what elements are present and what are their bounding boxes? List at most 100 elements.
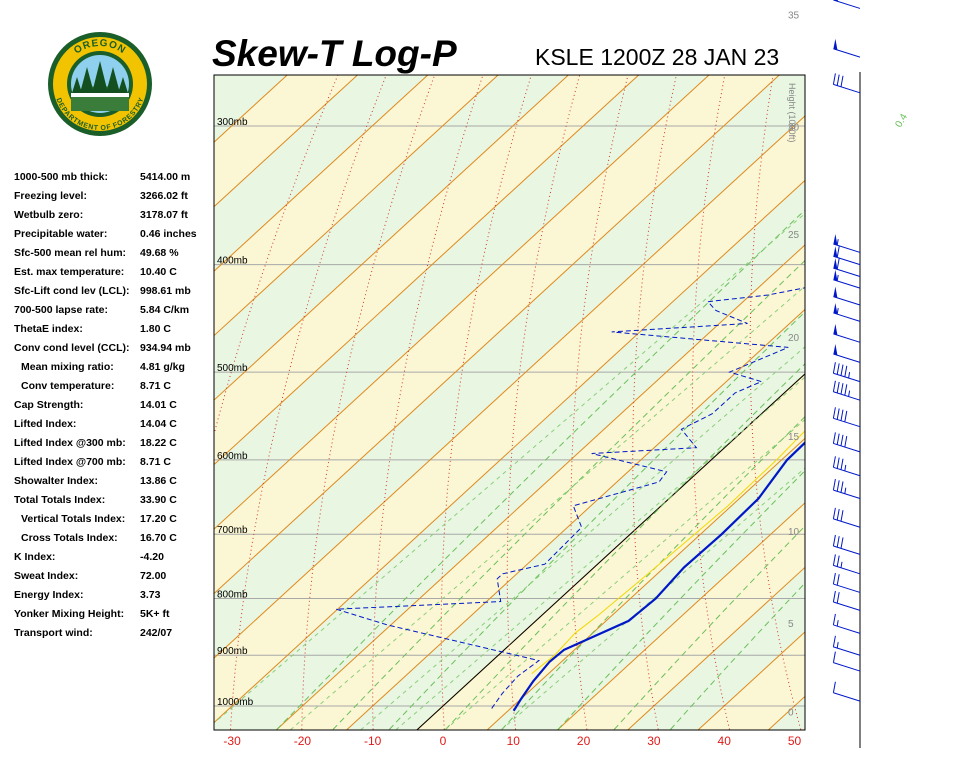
dry-adiabat-line bbox=[372, 75, 484, 730]
pressure-label: 400mb bbox=[217, 256, 248, 267]
mixing-ratio-line bbox=[395, 376, 805, 730]
stat-label: Cross Totals Index: bbox=[21, 532, 118, 544]
isotherm-line bbox=[486, 437, 805, 730]
stat-label: Lifted Index @700 mb: bbox=[14, 456, 126, 468]
wind-barb bbox=[832, 554, 861, 575]
station-time: KSLE 1200Z 28 JAN 23 bbox=[535, 44, 780, 70]
stat-label: Conv temperature: bbox=[21, 380, 115, 392]
wind-barb bbox=[832, 534, 861, 555]
stat-value: 8.71 C bbox=[140, 456, 171, 468]
wind-barb bbox=[833, 246, 861, 266]
stat-value: 242/07 bbox=[140, 627, 173, 639]
isotherm-line bbox=[346, 308, 805, 730]
stat-row: Freezing level: 3266.02 ft bbox=[14, 187, 214, 206]
dry-adiabat-line bbox=[913, 0, 960, 729]
isotherm-line bbox=[627, 566, 805, 730]
wind-barbs bbox=[832, 0, 861, 702]
wind-barb bbox=[833, 286, 861, 306]
stat-label: ThetaE index: bbox=[14, 323, 83, 335]
stat-label: Cap Strength: bbox=[14, 399, 84, 411]
wind-barb bbox=[832, 73, 861, 94]
wind-barb bbox=[833, 258, 861, 277]
stat-row: Lifted Index: 14.04 C bbox=[14, 415, 214, 434]
x-tick-label: 10 bbox=[507, 734, 521, 748]
stat-label: Lifted Index: bbox=[14, 418, 77, 430]
stat-row: Sweat Index: 72.00 bbox=[14, 567, 214, 586]
height-tick-label: 10 bbox=[788, 527, 800, 538]
stat-row: Vertical Totals Index: 17.20 C bbox=[14, 510, 214, 529]
wind-barb bbox=[832, 362, 861, 383]
stat-label: Showalter Index: bbox=[14, 475, 99, 487]
stat-value: 14.04 C bbox=[140, 418, 177, 430]
stat-row: Energy Index: 3.73 bbox=[14, 586, 214, 605]
mixing-ratio-line bbox=[214, 212, 805, 724]
isotherm-line bbox=[214, 115, 805, 659]
stat-value: 18.22 C bbox=[140, 437, 177, 449]
height-tick-label: 25 bbox=[788, 230, 800, 241]
moist-adiabat-line bbox=[332, 259, 805, 730]
x-tick-label: -20 bbox=[294, 734, 312, 748]
stat-value: 10.40 C bbox=[140, 266, 177, 278]
wind-barb bbox=[832, 479, 861, 499]
stat-value: -4.20 bbox=[140, 551, 164, 563]
moist-adiabat-line bbox=[613, 525, 805, 730]
mixing-ratio-line bbox=[500, 467, 805, 730]
stat-value: 0.46 inches bbox=[140, 228, 197, 240]
stat-value: 5.84 C/km bbox=[140, 304, 190, 316]
stat-value: 14.01 C bbox=[140, 399, 177, 411]
stat-row: Precipitable water: 0.46 inches bbox=[14, 225, 214, 244]
wind-barb bbox=[832, 635, 861, 656]
stat-label: Wetbulb zero: bbox=[14, 209, 84, 221]
pressure-label: 500mb bbox=[217, 363, 248, 374]
stat-value: 5414.00 m bbox=[140, 171, 191, 183]
wind-barb bbox=[832, 380, 861, 401]
stat-label: 1000-500 mb thick: bbox=[14, 171, 108, 183]
wind-barb bbox=[832, 572, 861, 593]
stat-value: 4.81 g/kg bbox=[140, 361, 185, 373]
stat-value: 1.80 C bbox=[140, 323, 171, 335]
dry-adiabat-line bbox=[632, 75, 677, 730]
dry-adiabat-line bbox=[506, 75, 581, 730]
stat-label: 700-500 lapse rate: bbox=[14, 304, 108, 316]
stat-value: 13.86 C bbox=[140, 475, 177, 487]
stat-label: K Index: bbox=[14, 551, 56, 563]
stat-row: Sfc-Lift cond lev (LCL): 998.61 mb bbox=[14, 282, 214, 301]
background-bands bbox=[214, 75, 805, 730]
moist-adiabat-line bbox=[276, 209, 805, 730]
stat-label: Conv cond level (CCL): bbox=[14, 342, 130, 354]
height-tick-label: 0 bbox=[788, 707, 794, 718]
stat-row: Transport wind: 242/07 bbox=[14, 624, 214, 643]
stat-row: Conv temperature: 8.71 C bbox=[14, 377, 214, 396]
isotherm-line bbox=[557, 502, 805, 730]
stat-row: Lifted Index @700 mb: 8.71 C bbox=[14, 453, 214, 472]
x-tick-label: -10 bbox=[364, 734, 382, 748]
dry-adiabat-line bbox=[230, 75, 387, 730]
stat-row: Cap Strength: 14.01 C bbox=[14, 396, 214, 415]
stat-value: 5K+ ft bbox=[140, 608, 170, 620]
isotherm-line bbox=[214, 75, 429, 272]
wind-barb bbox=[832, 613, 861, 634]
dry-adiabat-line bbox=[440, 75, 532, 730]
stat-label: Est. max temperature: bbox=[14, 266, 125, 278]
stat-label: Yonker Mixing Height: bbox=[14, 608, 125, 620]
stat-label: Vertical Totals Index: bbox=[21, 513, 126, 525]
stat-row: Total Totals Index: 33.90 C bbox=[14, 491, 214, 510]
stat-row: Sfc-500 mean rel hum: 49.68 % bbox=[14, 244, 214, 263]
stat-row: 1000-500 mb thick: 5414.00 m bbox=[14, 168, 214, 187]
pressure-label: 300mb bbox=[217, 117, 248, 128]
pressure-label: 800mb bbox=[217, 590, 248, 601]
moist-adiabat-line bbox=[501, 416, 805, 730]
mixing-ratio-line bbox=[360, 346, 805, 730]
series-dewpoint bbox=[336, 287, 805, 709]
stat-label: Lifted Index @300 mb: bbox=[14, 437, 126, 449]
stat-row: Est. max temperature: 10.40 C bbox=[14, 263, 214, 282]
wind-barb bbox=[832, 407, 861, 428]
stat-value: 17.20 C bbox=[140, 513, 177, 525]
isotherm-line bbox=[214, 75, 640, 466]
x-tick-label: 40 bbox=[718, 734, 732, 748]
pressure-label: 900mb bbox=[217, 646, 248, 657]
sounding-indices: 1000-500 mb thick: 5414.00 m Freezing leve… bbox=[14, 168, 214, 643]
stat-value: 72.00 bbox=[140, 570, 167, 582]
wind-barb bbox=[833, 38, 861, 58]
moist-adiabat-line bbox=[557, 469, 805, 730]
